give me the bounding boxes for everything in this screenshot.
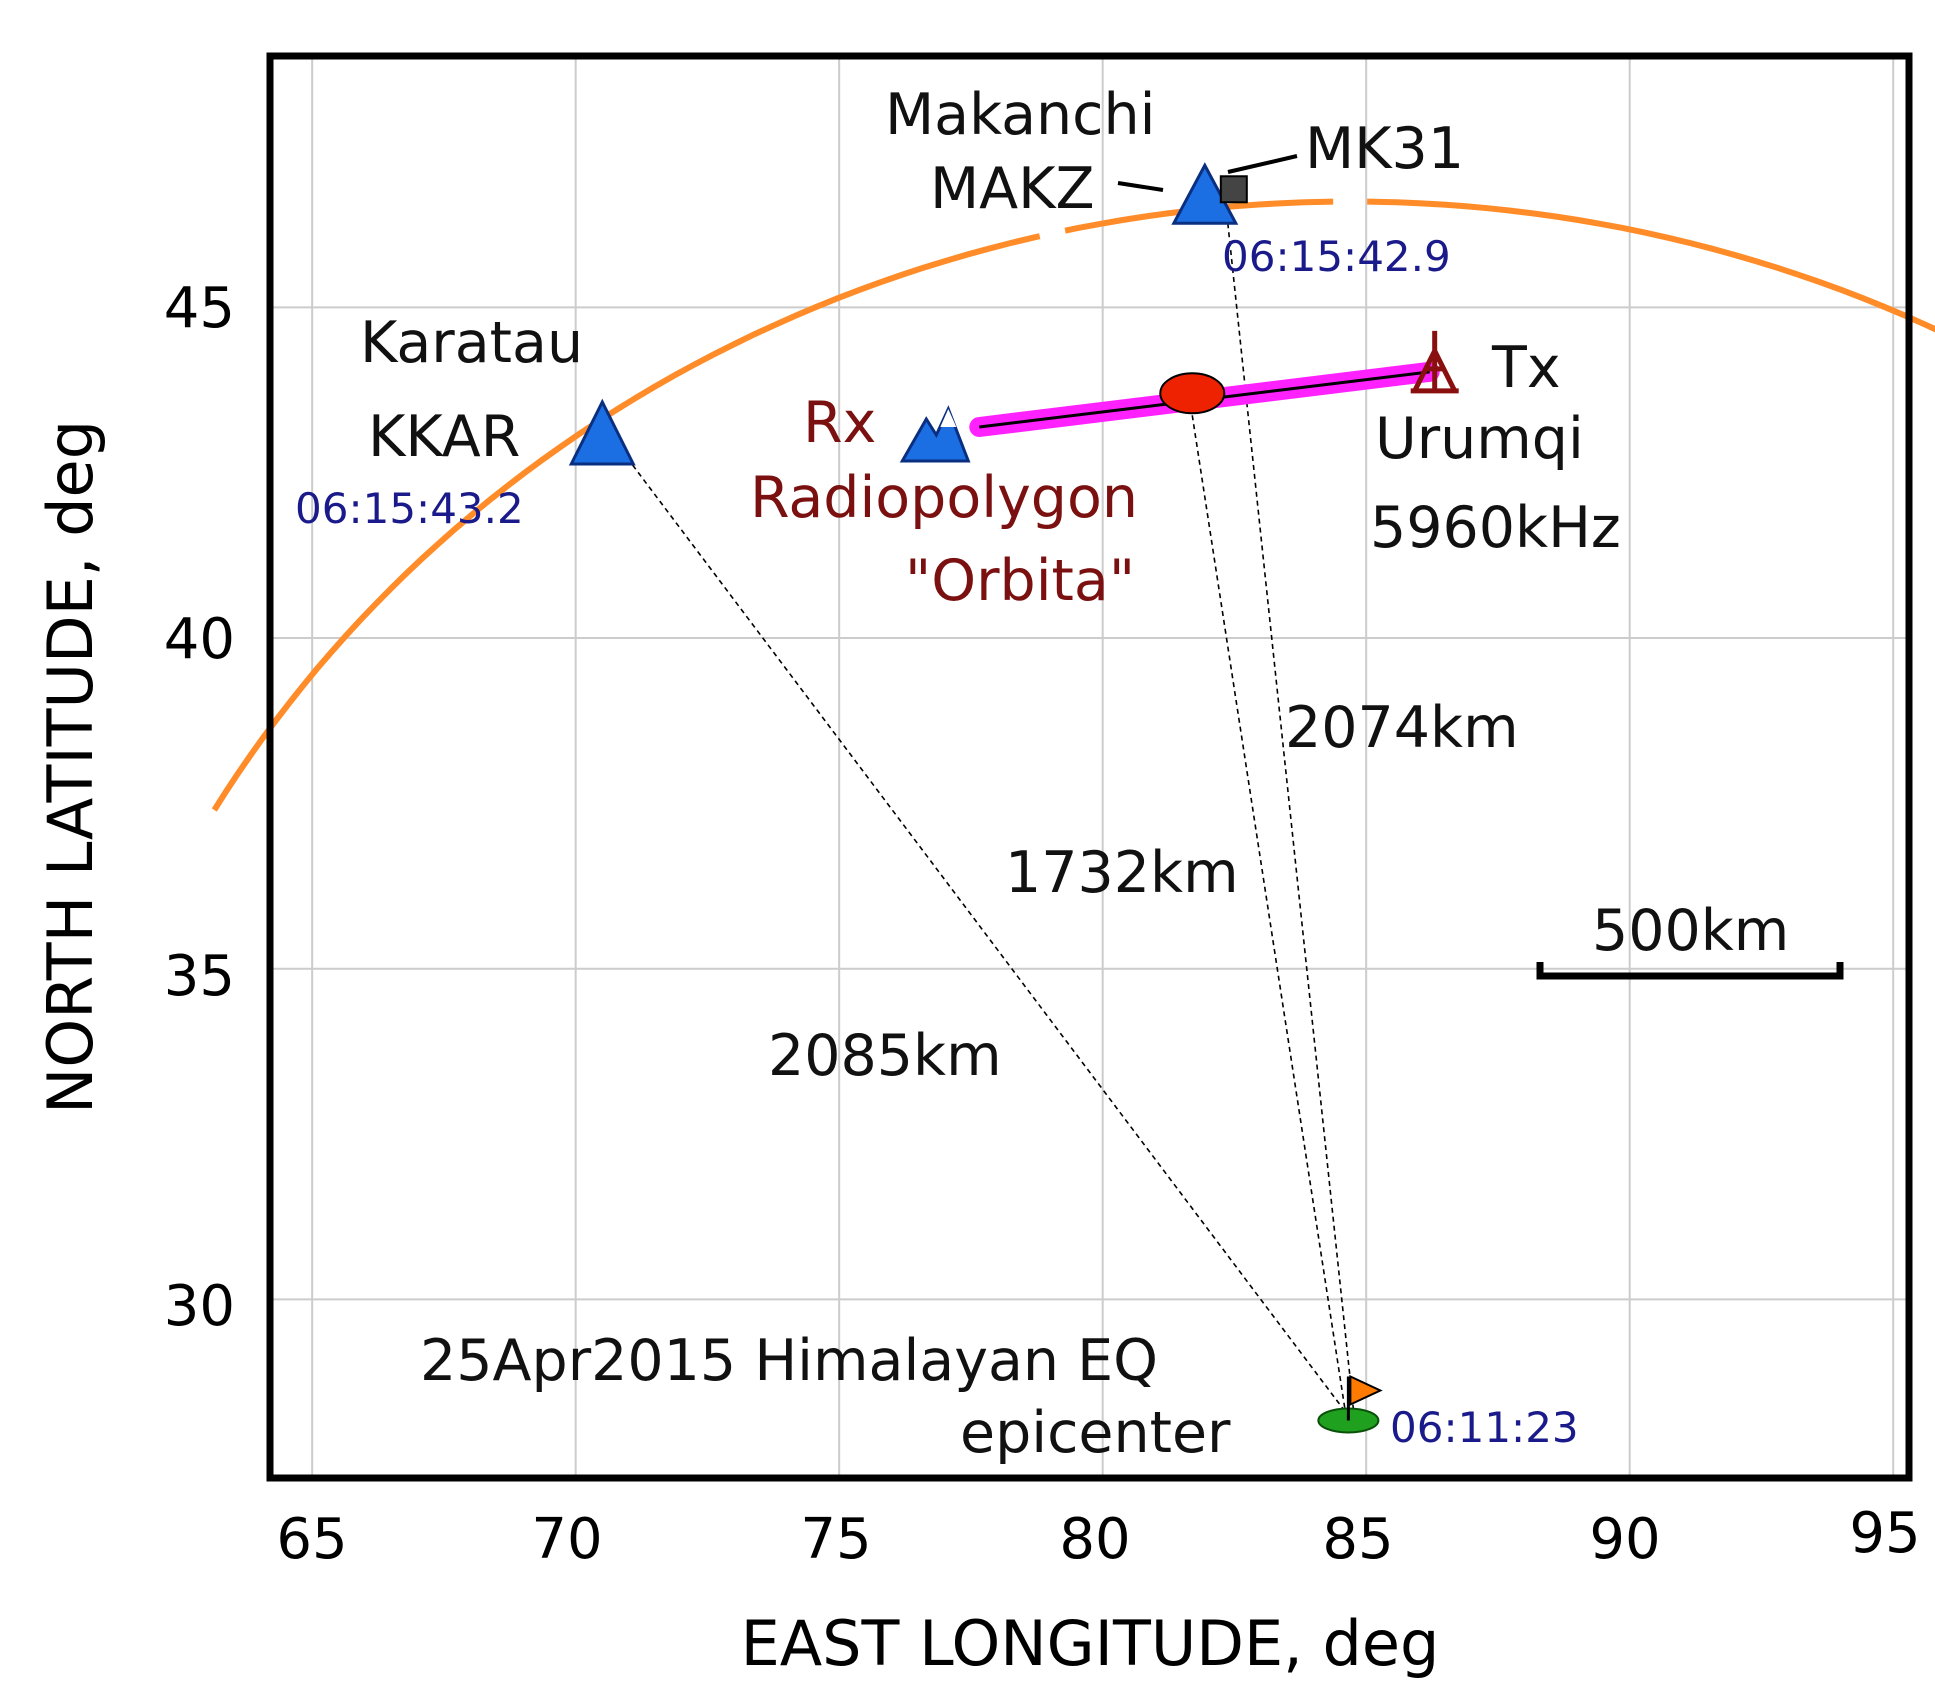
rx-mountain-snow-icon: [940, 408, 957, 427]
distance-label: 2074km: [1285, 695, 1519, 761]
x-tick-label: 75: [800, 1507, 871, 1572]
grid-lines: [270, 56, 1909, 1478]
tx-frequency: 5960kHz: [1370, 495, 1621, 561]
x-tick-labels: 65 70 75 80 85 90 95: [276, 1501, 1920, 1572]
plot-frame: [266, 52, 1913, 1482]
x-tick-label: 70: [531, 1507, 602, 1572]
kkar-name: Karatau: [360, 310, 583, 376]
kkar-triangle-icon: [568, 398, 636, 466]
epicenter-title: 25Apr2015 Himalayan EQ: [420, 1328, 1158, 1394]
tx-city: Urumqi: [1375, 406, 1584, 472]
distance-line-reflection: [1191, 415, 1348, 1419]
mk31-square-icon: [1219, 175, 1248, 204]
x-tick-label: 90: [1589, 1507, 1660, 1572]
epicenter-flag-icon: [1349, 1374, 1383, 1407]
x-tick-label: 85: [1322, 1507, 1393, 1572]
y-axis-title: NORTH LATITUDE, deg: [34, 420, 107, 1114]
rx-name-2: "Orbita": [905, 548, 1135, 614]
makz-code: MAKZ: [930, 156, 1095, 222]
distance-line-kkar: [626, 457, 1352, 1419]
scale-bar-label: 500km: [1592, 898, 1789, 964]
tx-label: Tx: [1491, 335, 1561, 401]
mk31-code: MK31: [1305, 116, 1464, 182]
reflection-point: [1159, 372, 1226, 415]
makz-time: 06:15:42.9: [1222, 232, 1451, 281]
distance-label: 1732km: [1005, 840, 1239, 906]
y-tick-label: 40: [164, 607, 235, 672]
epicenter-time: 06:11:23: [1390, 1403, 1579, 1452]
distance-label: 2085km: [768, 1023, 1002, 1089]
x-tick-label: 95: [1849, 1501, 1920, 1566]
rx-name: Radiopolygon: [750, 465, 1138, 531]
arrival-arcs: [211, 198, 1935, 812]
y-tick-label: 30: [164, 1274, 235, 1339]
mk31-leader-line: [1227, 154, 1298, 174]
kkar-code: KKAR: [368, 404, 520, 470]
rx-mountain-icon: [899, 405, 971, 463]
x-tick-label: 65: [276, 1507, 347, 1572]
makz-name: Makanchi: [885, 82, 1155, 148]
tx-tower-icon: [1410, 330, 1459, 394]
scale-bar: [1536, 962, 1844, 980]
kkar-time: 06:15:43.2: [295, 484, 524, 533]
makz-leader-line: [1117, 181, 1164, 192]
distance-line-makz: [1227, 223, 1356, 1419]
y-tick-label: 45: [164, 276, 235, 341]
y-tick-label: 35: [164, 944, 235, 1009]
rx-label: Rx: [803, 390, 876, 456]
x-axis-title: EAST LONGITUDE, deg: [741, 1607, 1440, 1680]
epicenter-subtitle: epicenter: [960, 1400, 1231, 1466]
x-tick-label: 80: [1059, 1507, 1130, 1572]
arrival-arc: [211, 198, 1935, 812]
connection-lines: [626, 223, 1440, 1419]
station-markers: [568, 162, 1459, 1434]
y-tick-labels: 30 35 40 45: [164, 276, 235, 1339]
